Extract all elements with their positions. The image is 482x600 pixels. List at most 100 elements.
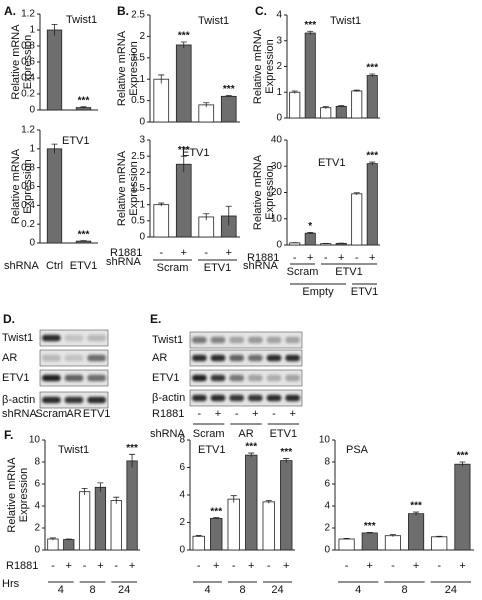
bar [289, 242, 301, 246]
x-axis-label: shRNA [4, 260, 40, 272]
significance: *** [78, 95, 90, 106]
group-label: Empty [302, 286, 334, 298]
group-label: 24 [118, 584, 130, 596]
sign-label: - [345, 560, 349, 572]
y-tick-label: 1 [29, 143, 35, 154]
blot-band [229, 336, 244, 344]
significance: *** [457, 451, 469, 462]
blot-row-label: ETV1 [2, 372, 30, 384]
y-tick-label: 0.2 [21, 89, 35, 100]
blot-band [87, 354, 106, 362]
group-label: AR [238, 428, 253, 440]
bar [78, 491, 91, 551]
blot-band [42, 334, 61, 342]
sign-label: + [226, 247, 232, 259]
y-tick-label: 2 [139, 31, 145, 42]
row-label: shRNA [150, 428, 186, 440]
y-tick-label: 10 [29, 435, 41, 446]
error-bar [307, 30, 314, 35]
y-tick-label: 10 [319, 435, 331, 446]
y-tick-label: 0 [29, 238, 35, 249]
group-label: ETV1 [351, 286, 379, 298]
y-tick-label: 20 [271, 187, 283, 198]
error-bar [180, 41, 187, 48]
y-tick-label: 0.6 [21, 181, 35, 192]
blot-band [210, 374, 226, 382]
y-tick-label: 1 [29, 25, 35, 36]
chart-title: Twist1 [330, 15, 361, 27]
sign-label: - [197, 408, 201, 420]
y-tick-label: 2 [276, 61, 282, 72]
bar [46, 148, 63, 244]
y-tick-label: 0 [139, 117, 145, 128]
blot-band [248, 336, 263, 344]
group-label: 8 [89, 584, 95, 596]
row-label: R1881 [152, 408, 184, 420]
bar [220, 95, 237, 123]
sign-label: + [213, 560, 219, 572]
error-bar [80, 240, 87, 242]
blot-strip [189, 389, 303, 407]
blot-band [192, 394, 207, 402]
row-label: R1881 [110, 247, 142, 259]
y-tick-label: 3 [276, 35, 282, 46]
blot-row-label: Twist1 [152, 334, 183, 346]
bar [110, 500, 122, 551]
chart-title: ETV1 [198, 444, 226, 456]
group-label: 8 [401, 584, 407, 596]
bar [320, 107, 332, 119]
bar [408, 513, 425, 551]
sign-label: + [215, 408, 221, 420]
error-bar [291, 90, 298, 94]
blot-band [87, 396, 106, 404]
y-tick-label: 1.5 [131, 52, 145, 63]
y-tick-label: 0 [139, 232, 145, 243]
sign-label: - [159, 247, 163, 259]
error-bar [369, 73, 376, 78]
blot-band [64, 334, 84, 342]
sign-label: + [459, 560, 465, 572]
sign-label: - [324, 252, 328, 264]
group-label: ETV1 [204, 262, 232, 274]
group-label: 8 [239, 584, 245, 596]
bar [46, 29, 63, 111]
group-label: 4 [204, 584, 210, 596]
bar [304, 232, 316, 246]
blot-strip [189, 331, 303, 349]
error-bar [343, 538, 350, 540]
error-bar [213, 517, 220, 520]
y-tick-label: 1 [276, 87, 282, 98]
error-bar [366, 532, 373, 534]
sign-label: + [369, 252, 375, 264]
chart-title: ETV1 [62, 135, 90, 147]
error-bar [203, 102, 210, 108]
bar [153, 78, 170, 123]
blot-band [64, 374, 84, 382]
y-tick-label: 1.2 [21, 125, 35, 136]
error-bar [291, 242, 298, 244]
y-axis-label: Expression [264, 39, 276, 93]
blot-band [285, 354, 300, 362]
error-bar [459, 461, 466, 467]
blot-row-label: β-actin [2, 394, 35, 406]
blot-band [192, 354, 207, 362]
sign-label: + [413, 560, 419, 572]
y-tick-label: 0.4 [21, 73, 35, 84]
blot-row-label: Twist1 [2, 332, 33, 344]
sign-label: + [252, 408, 258, 420]
error-bar [203, 213, 210, 221]
blot-band [266, 394, 282, 402]
bar [210, 517, 223, 551]
bar [192, 535, 205, 551]
bar [431, 536, 448, 551]
y-axis-label: Relative mRNA [116, 30, 128, 106]
y-tick-label: 8 [179, 435, 185, 446]
y-axis-label: Expression [128, 161, 140, 215]
error-bar [49, 537, 56, 541]
error-bar [230, 495, 237, 503]
sign-label: + [129, 560, 135, 572]
blot-band [285, 336, 300, 344]
significance: *** [366, 151, 378, 162]
bar [366, 163, 378, 246]
sign-label: + [248, 560, 254, 572]
